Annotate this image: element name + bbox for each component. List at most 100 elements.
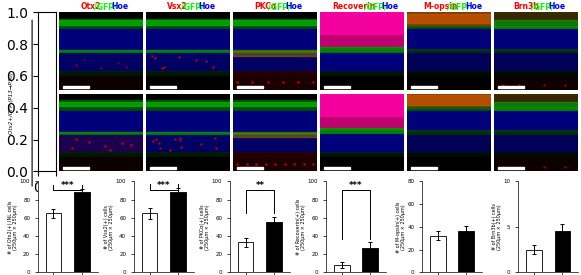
Y-axis label: # of Otx2(+) INL cells
(250μm × 250μm): # of Otx2(+) INL cells (250μm × 250μm)	[8, 200, 18, 254]
Y-axis label: # of PKCα(+) cells
(250μm × 250μm): # of PKCα(+) cells (250μm × 250μm)	[200, 204, 210, 250]
Bar	[407, 130, 491, 135]
Bar	[320, 71, 404, 76]
Bar	[494, 20, 578, 29]
Bar	[233, 29, 317, 51]
Bar	[59, 50, 144, 53]
Bar	[146, 111, 230, 133]
Bar	[233, 111, 317, 133]
Text: Hoe: Hoe	[199, 2, 216, 11]
Bar	[430, 236, 446, 272]
Bar	[526, 249, 541, 272]
Bar	[233, 132, 317, 135]
Bar	[146, 53, 230, 71]
Bar	[407, 157, 491, 171]
Bar	[320, 76, 404, 90]
Bar	[233, 19, 317, 29]
Text: Hoe: Hoe	[381, 2, 399, 11]
Bar	[494, 94, 578, 108]
Bar	[494, 71, 578, 76]
Bar	[324, 86, 350, 88]
Bar	[233, 133, 317, 137]
Text: /GFP/: /GFP/	[94, 2, 117, 11]
Bar	[266, 222, 282, 272]
Bar	[59, 29, 144, 51]
Bar	[494, 107, 578, 111]
Bar	[407, 111, 491, 131]
Bar	[407, 95, 491, 105]
Bar	[63, 167, 89, 169]
Text: Hoe: Hoe	[286, 2, 303, 11]
Bar	[233, 51, 317, 56]
Bar	[494, 29, 578, 50]
Bar	[498, 167, 523, 169]
Bar	[407, 29, 491, 50]
Bar	[494, 12, 578, 26]
Text: M-opsin: M-opsin	[423, 2, 457, 11]
Bar	[494, 76, 578, 90]
Bar	[494, 101, 578, 111]
Bar	[554, 231, 570, 272]
Bar	[74, 192, 90, 272]
Bar	[494, 53, 578, 71]
Bar	[238, 242, 253, 272]
Text: Hoe: Hoe	[548, 2, 565, 11]
Y-axis label: # of M-opsin(+) cells
(250μm × 250μm): # of M-opsin(+) cells (250μm × 250μm)	[396, 201, 406, 252]
Bar	[146, 152, 230, 157]
Bar	[146, 100, 230, 111]
Bar	[59, 157, 144, 171]
Bar	[407, 135, 491, 152]
Bar	[407, 76, 491, 90]
Bar	[494, 49, 578, 53]
Bar	[233, 71, 317, 76]
Bar	[238, 167, 263, 169]
Bar	[59, 71, 144, 76]
Bar	[407, 49, 491, 53]
Text: ***: ***	[61, 181, 74, 189]
Bar	[238, 86, 263, 88]
Text: Hoe: Hoe	[465, 2, 482, 11]
Bar	[146, 50, 230, 53]
Bar	[146, 101, 230, 106]
Bar	[407, 107, 491, 111]
Bar	[407, 71, 491, 76]
Bar	[146, 19, 230, 29]
Text: Vsx2: Vsx2	[167, 2, 188, 11]
Bar	[494, 111, 578, 131]
Bar	[233, 152, 317, 157]
Bar	[146, 132, 230, 135]
Bar	[407, 26, 491, 29]
Text: Recoverin: Recoverin	[332, 2, 376, 11]
Bar	[334, 265, 350, 272]
Bar	[363, 248, 378, 272]
Bar	[494, 135, 578, 152]
Bar	[494, 152, 578, 157]
Bar	[411, 167, 436, 169]
Bar	[146, 20, 230, 25]
Bar	[494, 157, 578, 171]
Bar	[458, 231, 474, 272]
Text: Otx2: Otx2	[80, 2, 101, 11]
Bar	[407, 94, 491, 108]
Bar	[320, 46, 404, 53]
Bar	[146, 135, 230, 152]
Text: + Otx2-myc: + Otx2-myc	[45, 114, 49, 152]
Bar	[407, 152, 491, 157]
Y-axis label: # of Brn3b(+) cells
(250μm × 250μm): # of Brn3b(+) cells (250μm × 250μm)	[492, 204, 502, 250]
Bar	[150, 167, 175, 169]
Bar	[320, 134, 404, 152]
Bar	[59, 20, 144, 25]
Bar	[233, 76, 317, 90]
Bar	[233, 135, 317, 152]
Bar	[59, 19, 144, 29]
Text: PKCα: PKCα	[254, 2, 277, 11]
Bar	[320, 152, 404, 157]
Bar	[63, 86, 89, 88]
Bar	[59, 76, 144, 90]
Bar	[170, 192, 186, 272]
Bar	[494, 130, 578, 135]
Y-axis label: # of Vsx2(+) cells
(250μm × 250μm): # of Vsx2(+) cells (250μm × 250μm)	[104, 204, 114, 250]
Bar	[59, 100, 144, 111]
Bar	[59, 132, 144, 135]
Bar	[150, 86, 175, 88]
Bar	[320, 53, 404, 71]
